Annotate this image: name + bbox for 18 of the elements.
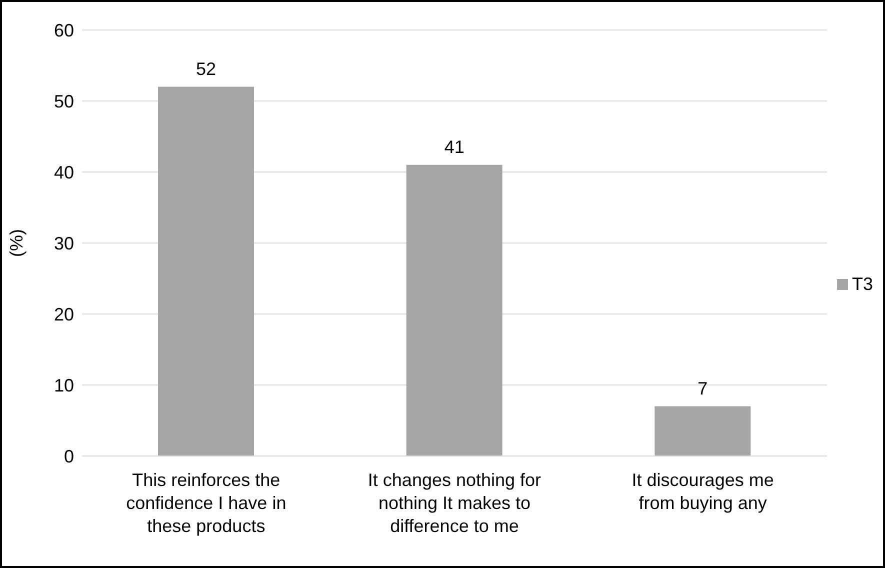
y-tick-label: 40 xyxy=(54,162,74,182)
data-label: 7 xyxy=(698,378,708,398)
legend-label: T3 xyxy=(852,274,873,294)
y-tick-label: 50 xyxy=(54,91,74,112)
y-tick-label: 60 xyxy=(54,20,74,40)
x-tick-label: It changes nothing for nothing It makes to difference to me xyxy=(368,470,542,536)
y-axis-title: (%) xyxy=(6,229,26,257)
data-label: 52 xyxy=(196,58,216,79)
y-tick-label: 20 xyxy=(54,304,74,324)
y-tick-label: 30 xyxy=(54,233,74,254)
y-tick-label: 10 xyxy=(54,375,74,396)
y-tick-label: 0 xyxy=(64,446,74,466)
bar xyxy=(158,86,254,456)
data-label: 41 xyxy=(444,136,464,157)
x-tick-label: This reinforces the confidence I have in these products xyxy=(126,470,286,536)
bar xyxy=(654,406,751,456)
bar xyxy=(406,164,502,456)
x-tick-label: It discourages me from buying any xyxy=(632,470,774,513)
